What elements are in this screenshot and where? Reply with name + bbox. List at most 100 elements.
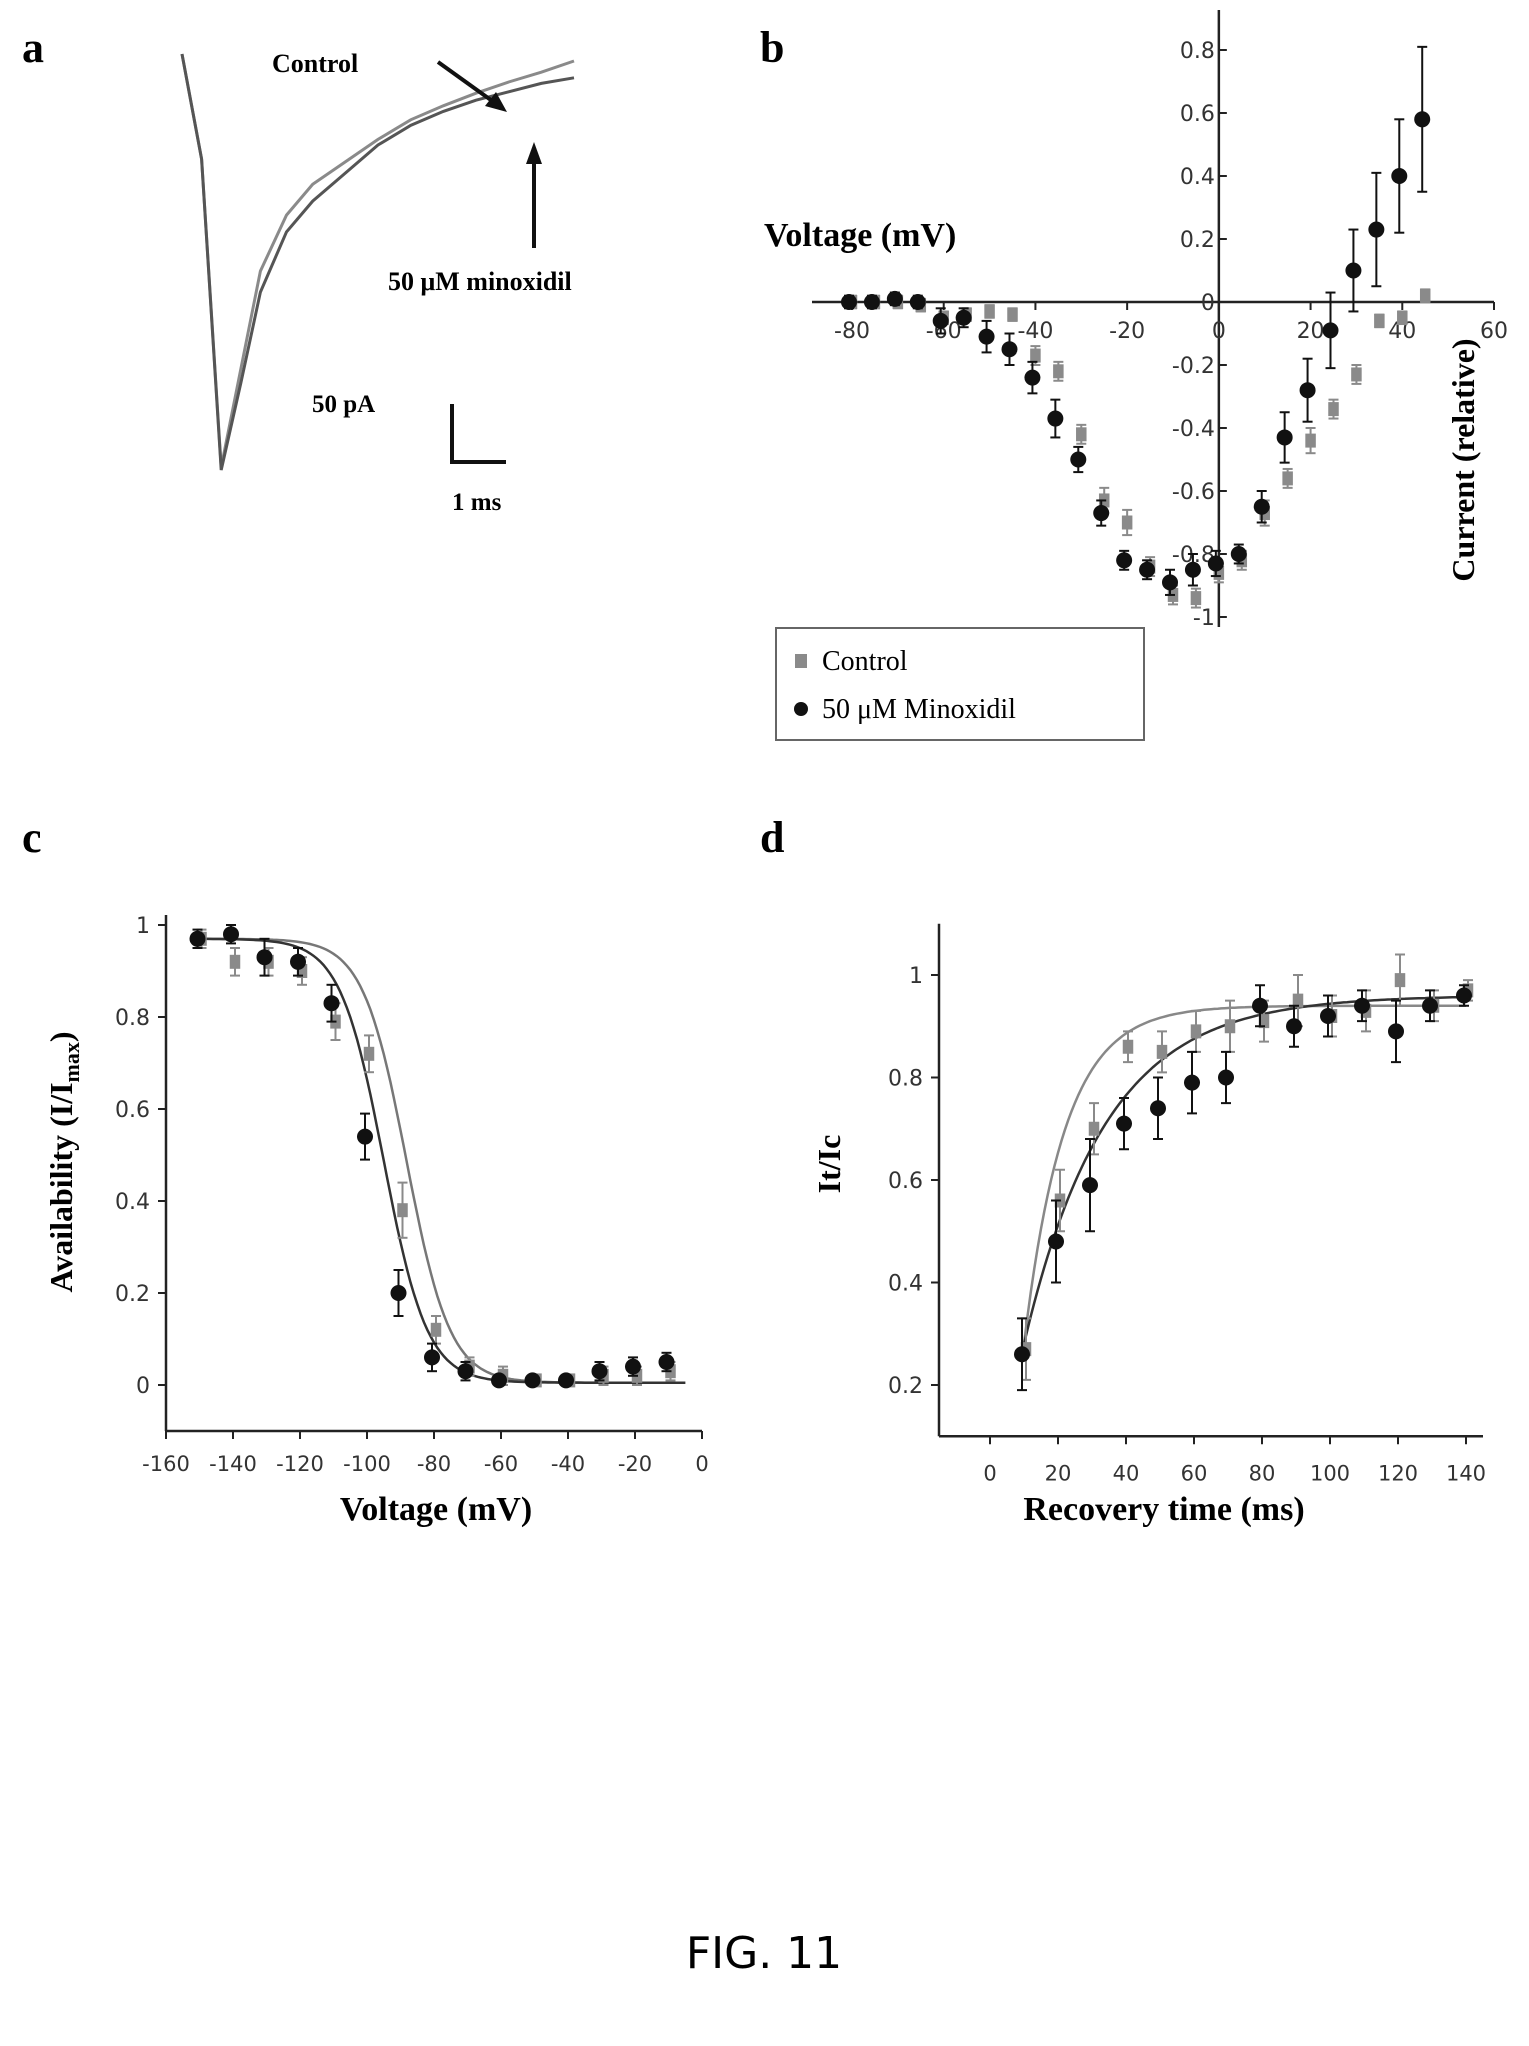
panel-b-control-point xyxy=(1374,313,1385,328)
panel-d-minoxidil-point xyxy=(1422,997,1438,1014)
panel-c-minoxidil-point xyxy=(290,953,306,970)
panel-c-minoxidil-point xyxy=(424,1349,440,1366)
panel-b-minoxidil-point xyxy=(1139,561,1156,578)
panel-b-minoxidil-point xyxy=(1047,410,1064,427)
panel-b-y-tick-label: 0.6 xyxy=(1180,102,1215,127)
panel-c-minoxidil-point xyxy=(189,930,206,947)
panel-b-control-point xyxy=(1328,402,1339,417)
panel-c-minoxidil-fit xyxy=(199,937,686,1384)
panel-c-control-point xyxy=(397,1203,408,1218)
panel-b-minoxidil-point xyxy=(1116,552,1133,569)
panel-d-minoxidil-point xyxy=(1320,1008,1336,1024)
panel-b-minoxidil-point xyxy=(886,290,903,307)
panel-c-minoxidil-point xyxy=(256,949,273,966)
panel-c-x-tick-label: -140 xyxy=(209,1452,257,1476)
scale-bar-time-label: 1 ms xyxy=(452,489,502,516)
panel-c-minoxidil-point xyxy=(558,1372,574,1389)
panel-b-minoxidil-point xyxy=(1070,451,1087,468)
panel-d-minoxidil-point xyxy=(1184,1074,1200,1091)
panel-c-minoxidil-point xyxy=(223,926,239,943)
panel-b-x-tick-label: -20 xyxy=(1109,319,1145,344)
panel-d-y-tick-label: 0.8 xyxy=(888,1067,923,1092)
panel-d-minoxidil-point xyxy=(1388,1023,1404,1040)
panel-b-minoxidil-point xyxy=(1093,505,1110,522)
panel-b-minoxidil-point xyxy=(1368,221,1385,238)
panel-b: b Voltage (mV) Current (relative) -80 -60… xyxy=(760,10,1508,741)
trace-control xyxy=(180,53,575,468)
trace-minoxidil xyxy=(180,53,575,471)
panel-c-marks xyxy=(189,924,686,1389)
panel-d-control-point xyxy=(1224,1019,1236,1034)
panel-b-control-point xyxy=(1121,515,1133,530)
panel-d-y-tick-label: 0.2 xyxy=(888,1374,923,1399)
panel-c-x-tick-label: 0 xyxy=(695,1452,708,1476)
panel-b-minoxidil-point xyxy=(955,309,972,326)
panel-c-minoxidil-point xyxy=(491,1372,507,1389)
panel-d: d 0 20 40 60 80 100 120 140 0.2 0.4 0.6 0.8 1 Recove… xyxy=(760,813,1486,1528)
panel-c-minoxidil-point xyxy=(357,1128,373,1145)
panel-c-minoxidil-point xyxy=(323,995,340,1012)
panel-c-minoxidil-point xyxy=(390,1285,407,1301)
panel-c-y-tick-label: 1 xyxy=(136,914,150,939)
panel-b-minoxidil-point xyxy=(1276,429,1293,446)
panel-b-control-point xyxy=(1397,310,1408,325)
scale-bar xyxy=(450,404,506,464)
panel-d-minoxidil-point xyxy=(1286,1018,1302,1035)
panel-d-minoxidil-point xyxy=(1116,1115,1132,1132)
panel-b-minoxidil-point xyxy=(1162,574,1178,591)
legend-minoxidil-marker xyxy=(794,702,808,716)
panel-d-control-point xyxy=(1258,1014,1270,1029)
panel-c-x-tick-label: -20 xyxy=(618,1452,652,1476)
panel-d-control-point xyxy=(1156,1044,1168,1059)
panel-c-control-point xyxy=(430,1322,442,1337)
panel-d-x-tick-label: 120 xyxy=(1378,1461,1418,1485)
panel-b-minoxidil-point xyxy=(1230,546,1247,562)
panel-c-axes: -160 -140 -120 -100 -80 -60 -40 -20 0 0 0.2 0.4 0.6 0… xyxy=(115,914,709,1476)
panel-c-x-tick-label: -120 xyxy=(276,1452,324,1476)
minoxidil-arrow-head xyxy=(526,142,542,164)
panel-d-minoxidil-point xyxy=(1218,1069,1234,1086)
panel-b-y-tick-label: -0.4 xyxy=(1172,417,1215,442)
panel-b-y-tick-label: -0.2 xyxy=(1172,354,1215,379)
panel-c: c -160 -140 -120 -100 -80 -60 -40 -20 0 0 0.2 0.4 0.… xyxy=(22,813,709,1528)
panel-d-x-tick-label: 140 xyxy=(1446,1461,1486,1485)
panel-d-y-axis-label: It/Ic xyxy=(811,1135,847,1194)
panel-c-control-point xyxy=(296,964,308,978)
panel-d-minoxidil-point xyxy=(1048,1233,1064,1250)
panel-b-minoxidil-point xyxy=(1207,555,1224,572)
panel-b-minoxidil-point xyxy=(1391,168,1408,184)
panel-b-x-tick-label: 60 xyxy=(1480,319,1508,344)
scale-bar-current-label: 50 pA xyxy=(312,391,375,418)
legend-control-label: Control xyxy=(822,646,908,677)
panel-c-y-tick-label: 0.4 xyxy=(115,1190,150,1215)
panel-d-minoxidil-point xyxy=(1456,987,1472,1004)
panel-d-control-point xyxy=(1190,1024,1202,1039)
panel-b-y-tick-label: -1 xyxy=(1193,606,1215,631)
panel-d-x-tick-label: 60 xyxy=(1181,1461,1208,1485)
panel-c-x-tick-label: -100 xyxy=(343,1452,391,1476)
panel-d-control-fit xyxy=(1022,1004,1466,1345)
panel-b-y-tick-label: 0 xyxy=(1201,291,1215,316)
panel-d-x-tick-label: 40 xyxy=(1113,1461,1140,1485)
panel-b-control-point xyxy=(1305,433,1316,448)
panel-b-minoxidil-point xyxy=(1322,322,1339,339)
panel-c-x-tick-label: -40 xyxy=(551,1452,585,1476)
panel-d-x-axis-label: Recovery time (ms) xyxy=(1023,1491,1304,1528)
panel-b-control-point xyxy=(1076,427,1087,442)
panel-a-letter: a xyxy=(22,23,44,72)
panel-b-control-point xyxy=(1007,307,1018,322)
panel-b-y-tick-label: 0.2 xyxy=(1180,228,1215,253)
panel-d-axes: 0 20 40 60 80 100 120 140 0.2 0.4 0.6 0.8 1 xyxy=(888,923,1486,1485)
panel-c-minoxidil-point xyxy=(658,1354,675,1370)
panel-b-y-tick-label: -0.6 xyxy=(1172,480,1215,505)
panel-c-y-tick-label: 0.8 xyxy=(115,1006,150,1031)
panel-d-minoxidil-point xyxy=(1082,1177,1098,1194)
panel-d-x-tick-label: 20 xyxy=(1045,1461,1072,1485)
panel-b-minoxidil-point xyxy=(1024,369,1041,386)
panel-d-minoxidil-point xyxy=(1354,997,1370,1014)
panel-c-control-point xyxy=(229,954,241,969)
panel-b-y-axis-label: Current (relative) xyxy=(1445,338,1481,581)
panel-a-traces xyxy=(180,53,575,471)
panel-b-x-tick-label: 0 xyxy=(1212,319,1226,344)
